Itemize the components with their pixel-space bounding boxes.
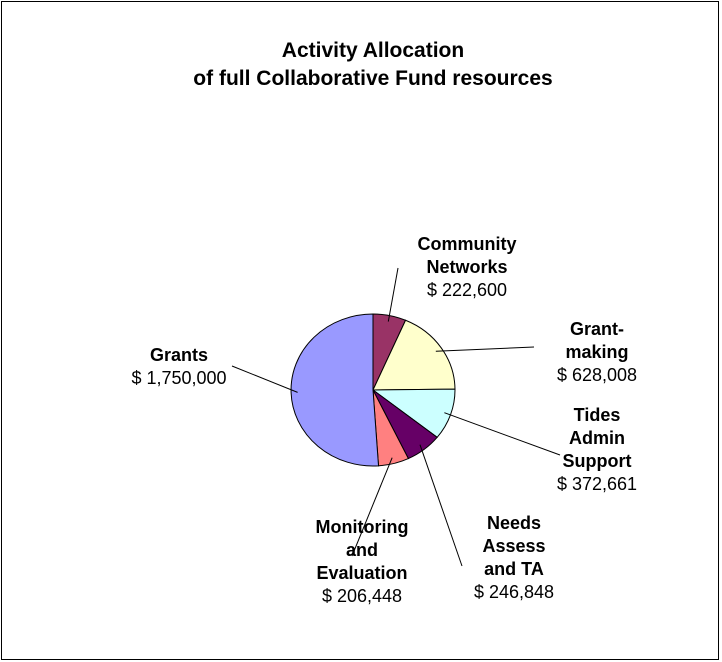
pie-slice-5 (290, 313, 380, 467)
slice-label-grantmaking: Grant- making $ 628,008 (536, 318, 658, 387)
leader-line-3 (419, 444, 463, 567)
slice-label-grants: Grants $ 1,750,000 (104, 344, 254, 390)
chart-title: Activity Allocation of full Collaborativ… (0, 37, 722, 93)
slice-label-value: $ 246,848 (473, 582, 555, 602)
chart-title-line-1: Activity Allocation (281, 39, 465, 62)
leader-line-0 (387, 267, 399, 322)
slice-label-monitoring-evaluation: Monitoring and Evaluation $ 206,448 (294, 516, 430, 608)
slice-label-community-networks: Community Networks $ 222,600 (394, 233, 540, 302)
slice-label-value: $ 628,008 (556, 365, 638, 385)
slice-label-name: Tides Admin Support (562, 405, 632, 471)
slice-label-tides-admin-support: Tides Admin Support $ 372,661 (536, 404, 658, 496)
pie-slices (290, 313, 456, 467)
leader-line-5 (231, 365, 298, 393)
slice-label-value: $ 222,600 (426, 280, 508, 300)
pie-slice-1 (372, 319, 456, 391)
leader-line-1 (435, 346, 535, 352)
chart-title-line-2: of full Collaborative Fund resources (193, 67, 553, 90)
slice-label-value: $ 372,661 (556, 474, 638, 494)
leader-line-4 (351, 457, 393, 557)
slice-label-value: $ 206,448 (321, 586, 403, 606)
leader-line-2 (444, 412, 561, 456)
slice-label-needs-assess: Needs Assess and TA $ 246,848 (448, 512, 580, 604)
slice-label-name: Grants (149, 345, 209, 365)
slice-label-name: Needs Assess and TA (482, 513, 546, 579)
leader-lines (231, 267, 561, 567)
slice-label-name: Community Networks (417, 234, 517, 277)
slice-label-value: $ 1,750,000 (131, 368, 227, 388)
slice-label-name: Monitoring and Evaluation (315, 517, 409, 583)
slice-label-name: Grant- making (565, 319, 629, 362)
